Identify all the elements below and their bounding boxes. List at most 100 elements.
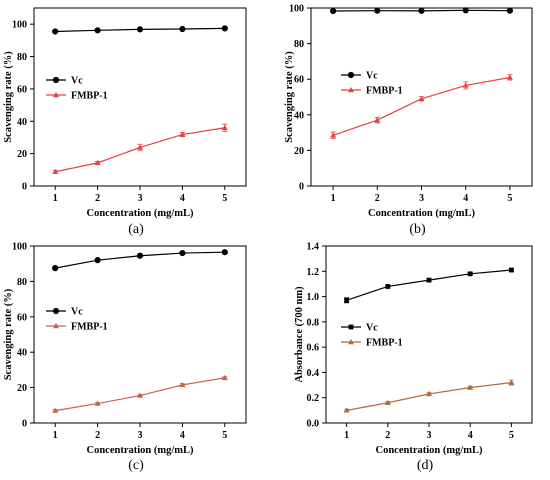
x-tick-label: 2 (95, 193, 100, 204)
y-tick-label: 0.0 (307, 419, 320, 430)
data-point (94, 257, 101, 264)
series-line (346, 381, 512, 411)
y-tick-label: 60 (294, 75, 304, 86)
legend-label: FMBP-1 (71, 91, 108, 102)
legend-label: FMBP-1 (366, 338, 403, 349)
data-point (506, 74, 513, 80)
x-tick-label: 1 (53, 193, 58, 204)
legend-marker (347, 71, 355, 79)
y-tick-label: 0.6 (307, 343, 320, 354)
legend-label: Vc (366, 71, 378, 82)
data-point (137, 392, 143, 398)
data-point (374, 117, 381, 123)
x-tick-label: 4 (180, 430, 185, 441)
data-point (508, 379, 515, 385)
y-tick-label: 0 (22, 182, 27, 193)
data-point (330, 7, 337, 15)
y-tick-label: 60 (17, 312, 27, 323)
x-tick-label: 5 (509, 430, 514, 441)
panel-label: (b) (409, 222, 426, 237)
x-tick-label: 3 (427, 430, 432, 441)
series-vc (52, 25, 228, 35)
y-tick-label: 100 (12, 20, 27, 31)
y-axis-title: Scavenging rate (%) (3, 288, 14, 380)
y-tick-label: 100 (12, 242, 27, 253)
y-tick-label: 1.0 (307, 292, 320, 303)
data-point (418, 95, 425, 101)
x-tick-label: 2 (95, 430, 100, 441)
x-tick-label: 2 (385, 430, 390, 441)
data-point (94, 27, 101, 34)
x-tick-label: 3 (419, 193, 424, 204)
data-point (136, 252, 144, 259)
y-tick-label: 40 (17, 348, 27, 359)
y-tick-label: 0.2 (307, 393, 320, 404)
legend-marker (52, 76, 60, 84)
series-vc (344, 267, 514, 304)
data-point (52, 28, 59, 35)
x-tick-label: 4 (463, 193, 468, 204)
plot-frame (33, 7, 247, 187)
y-tick-label: 20 (294, 146, 304, 157)
data-point (94, 159, 101, 166)
data-point (221, 124, 228, 130)
panel-label: (a) (128, 222, 144, 237)
data-point (418, 7, 425, 14)
data-point (221, 374, 228, 381)
legend-entry: Vc (46, 76, 83, 87)
x-tick-label: 2 (375, 193, 380, 204)
data-point (343, 407, 350, 413)
y-tick-label: 20 (17, 383, 27, 394)
data-point (179, 249, 186, 257)
y-tick-label: 60 (17, 84, 27, 95)
series-vc (52, 249, 228, 272)
data-point (221, 249, 228, 256)
x-tick-label: 3 (138, 193, 143, 204)
data-point (509, 267, 514, 273)
x-axis-title: Concentration (mg/mL) (86, 445, 194, 456)
legend-entry: FMBP-1 (341, 338, 403, 349)
x-axis-title: Concentration (mg/mL) (368, 208, 476, 219)
series-line (332, 76, 511, 136)
chart-panel-d: 1 2 3 4 5 0.0 0.2 0.4 0.6 0.8 1.0 1.2 1.4 Concentrati… (294, 242, 533, 473)
chart-panel-a: 1 2 3 4 5 0 20 40 60 80 100 Concentration (mg/mL) Sc… (3, 7, 247, 237)
series-fmbp-1 (52, 123, 228, 174)
legend-label: FMBP-1 (71, 322, 108, 333)
legend-entry: FMBP-1 (46, 322, 108, 333)
y-tick-label: 20 (17, 149, 27, 160)
chart-panel-b: 1 2 3 4 5 0 20 40 60 80 100 Concentration (mg/mL) Sc… (284, 4, 533, 237)
x-axis-title: Concentration (mg/mL) (86, 208, 194, 219)
legend-entry: Vc (46, 307, 83, 318)
y-tick-label: 40 (294, 110, 304, 121)
legend-label: FMBP-1 (366, 86, 403, 97)
data-point (136, 26, 144, 33)
legend-marker (53, 92, 59, 98)
data-point (506, 7, 513, 14)
plot-frame (325, 245, 533, 424)
y-tick-label: 40 (17, 117, 27, 128)
y-tick-label: 80 (294, 39, 304, 50)
legend-label: Vc (71, 76, 83, 87)
y-tick-label: 0 (22, 419, 27, 430)
panel-label: (d) (417, 458, 434, 473)
data-point (385, 284, 391, 289)
x-tick-label: 5 (507, 193, 512, 204)
legend-marker (348, 339, 354, 345)
series-fmbp-1 (343, 379, 515, 413)
data-point (179, 381, 186, 388)
data-point (462, 82, 469, 88)
data-point (467, 271, 473, 277)
x-tick-label: 1 (331, 193, 336, 204)
x-tick-label: 3 (138, 430, 143, 441)
data-point (426, 390, 432, 397)
legend-marker (348, 87, 354, 93)
series-line (346, 269, 512, 301)
y-tick-label: 1.4 (307, 242, 320, 253)
data-point (330, 132, 337, 138)
x-tick-label: 4 (180, 193, 185, 204)
y-axis-title: Scavenging rate (%) (3, 51, 14, 143)
panel-label: (c) (128, 458, 144, 473)
y-axis-title: Scavenging rate (%) (284, 51, 295, 143)
y-tick-label: 80 (17, 52, 27, 63)
